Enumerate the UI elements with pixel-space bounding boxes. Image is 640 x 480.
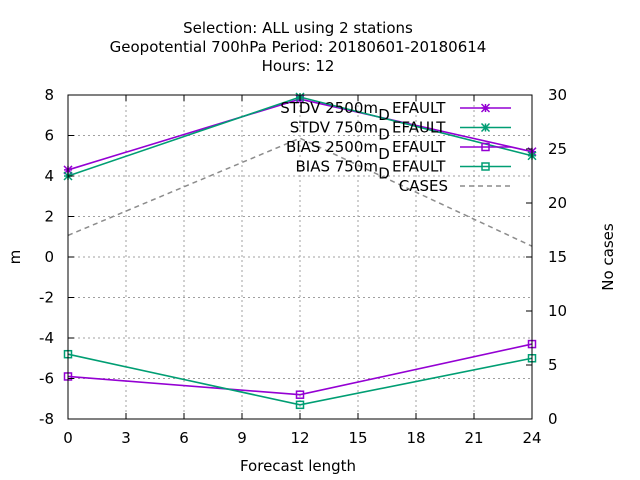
legend-suffix: EFAULT [392, 138, 446, 156]
y2-tick-label: 0 [548, 410, 558, 428]
x-axis-label: Forecast length [240, 457, 356, 475]
y2-axis-label: No cases [599, 223, 617, 291]
x-tick-label: 0 [63, 429, 73, 447]
y-axis-label: m [6, 250, 24, 265]
legend-marker [481, 162, 490, 171]
legend-label: BIAS 750m [295, 158, 378, 176]
data-point [295, 390, 305, 399]
y-tick-label: 8 [44, 86, 54, 104]
legend-subscript: D [378, 106, 390, 124]
legend-item: CASES [399, 177, 511, 195]
cases-series-layer [67, 137, 533, 247]
series-line [67, 353, 533, 406]
y2-tick-label: 20 [548, 194, 567, 212]
y-tick-label: 0 [44, 248, 54, 266]
legend-label: BIAS 2500m [286, 138, 378, 156]
legend-subscript: D [378, 165, 390, 183]
y-tick-label: -4 [39, 329, 54, 347]
x-tick-label: 6 [179, 429, 189, 447]
legend-marker [480, 103, 491, 113]
y-tick-label: -6 [39, 370, 54, 388]
x-tick-label: 21 [464, 429, 483, 447]
legend-suffix: EFAULT [392, 119, 446, 137]
legend-suffix: EFAULT [392, 158, 446, 176]
y2-tick-label: 5 [548, 356, 558, 374]
x-tick-label: 3 [121, 429, 131, 447]
y2-tick-label: 30 [548, 86, 567, 104]
x-tick-label: 24 [522, 429, 541, 447]
title-line-1: Selection: ALL using 2 stations [183, 19, 413, 37]
chart-title: Selection: ALL using 2 stations Geopoten… [110, 19, 487, 75]
legend-item: BIAS 750m D EFAULT [295, 158, 511, 183]
legend-subscript: D [378, 126, 390, 144]
data-point [295, 400, 305, 410]
y2-tick-label: 10 [548, 302, 567, 320]
x-tick-label: 15 [348, 429, 367, 447]
y-tick-label: -2 [39, 289, 54, 307]
title-line-2: Geopotential 700hPa Period: 20180601-201… [110, 38, 487, 56]
grid [68, 95, 532, 419]
legend-marker [480, 122, 491, 133]
x-tick-label: 12 [290, 429, 309, 447]
series-4 [67, 137, 533, 247]
legend-label: STDV 750m [290, 119, 378, 137]
legend-label: STDV 2500m [280, 99, 378, 117]
y-tick-label: -8 [39, 410, 54, 428]
series-line [67, 137, 533, 247]
y2-tick-label: 25 [548, 140, 567, 158]
x-tick-label: 9 [237, 429, 247, 447]
legend-subscript: D [378, 145, 390, 163]
x-tick-label: 18 [406, 429, 425, 447]
y-tick-label: 4 [44, 167, 54, 185]
y2-tick-label: 15 [548, 248, 567, 266]
legend-label: CASES [399, 177, 448, 195]
title-line-3: Hours: 12 [262, 57, 335, 75]
legend-item: STDV 2500m D EFAULT [280, 99, 511, 124]
legend-item: STDV 750m D EFAULT [290, 119, 511, 144]
legend-suffix: EFAULT [392, 99, 446, 117]
y-tick-label: 2 [44, 208, 54, 226]
legend-marker [481, 142, 490, 152]
legend-item: BIAS 2500m D EFAULT [286, 138, 511, 163]
series-line [67, 343, 533, 396]
y-tick-label: 6 [44, 127, 54, 145]
